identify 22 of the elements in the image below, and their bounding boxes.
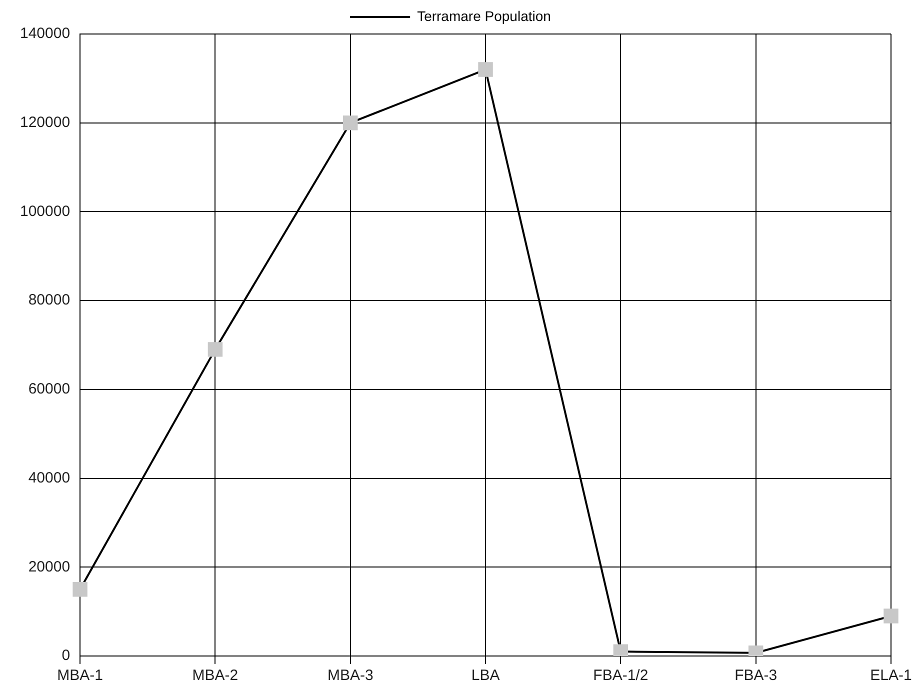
y-tick-label: 20000 bbox=[28, 558, 70, 576]
y-tick-label: 100000 bbox=[20, 202, 70, 220]
x-tick-label: LBA bbox=[471, 667, 500, 684]
point bbox=[343, 115, 358, 130]
x-tick-label: FBA-3 bbox=[734, 667, 778, 684]
y-tick-label: 0 bbox=[62, 647, 70, 664]
legend-label: Terramare Population bbox=[417, 8, 551, 24]
x-tick-label: FBA-1/2 bbox=[593, 667, 648, 684]
x-tick-label: MBA-3 bbox=[327, 667, 374, 684]
y-tick-label: 140000 bbox=[20, 25, 70, 42]
y-tick-label: 60000 bbox=[28, 380, 70, 398]
y-tick-label: 120000 bbox=[20, 114, 70, 131]
point bbox=[208, 342, 223, 357]
x-tick-label: MBA-2 bbox=[192, 667, 238, 684]
x-tick-label: MBA-1 bbox=[57, 667, 103, 684]
point bbox=[613, 644, 628, 656]
y-tick-label: 40000 bbox=[28, 469, 70, 486]
point bbox=[478, 62, 493, 77]
y-tick-label: 80000 bbox=[28, 292, 70, 309]
point bbox=[884, 608, 898, 624]
x-tick-label: ELA-1 bbox=[870, 667, 912, 684]
point bbox=[72, 582, 88, 597]
